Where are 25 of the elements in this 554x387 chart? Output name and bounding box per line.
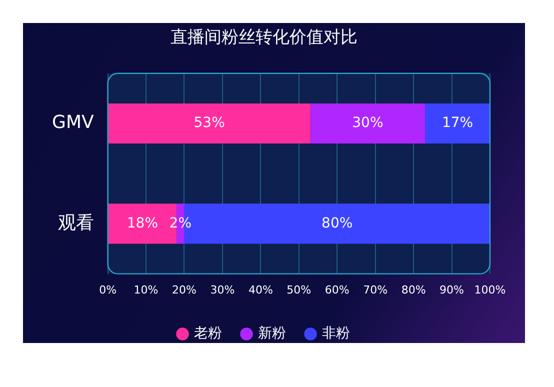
x-tick-label: 50% <box>286 283 312 296</box>
x-tick-label: 0% <box>99 283 117 296</box>
legend-label: 新粉 <box>258 326 286 342</box>
bar <box>425 103 490 144</box>
x-tick-label: 70% <box>363 283 388 296</box>
data-label: 17% <box>442 115 474 132</box>
data-label: 18% <box>126 215 158 232</box>
y-tick-label: 观看 <box>58 212 94 234</box>
x-tick-label: 80% <box>401 283 426 296</box>
x-tick-label: 100% <box>474 283 506 296</box>
data-label: 80% <box>322 215 353 232</box>
x-tick-label: 40% <box>248 283 273 296</box>
x-tick-label: 60% <box>324 283 350 296</box>
x-tick-label: 10% <box>134 283 158 296</box>
legend-label: 老粉 <box>194 326 222 342</box>
chart-title: 直播间粉丝转化价值对比 <box>170 28 358 48</box>
x-tick-label: 20% <box>172 283 196 296</box>
x-tick-label: 90% <box>440 283 464 296</box>
data-label: 30% <box>352 115 384 132</box>
x-tick-label: 30% <box>210 283 235 296</box>
bar <box>310 103 426 144</box>
bar <box>108 103 310 144</box>
y-tick-label: GMV <box>52 112 94 134</box>
legend-label: 非粉 <box>322 326 350 342</box>
data-label: 53% <box>194 115 225 132</box>
